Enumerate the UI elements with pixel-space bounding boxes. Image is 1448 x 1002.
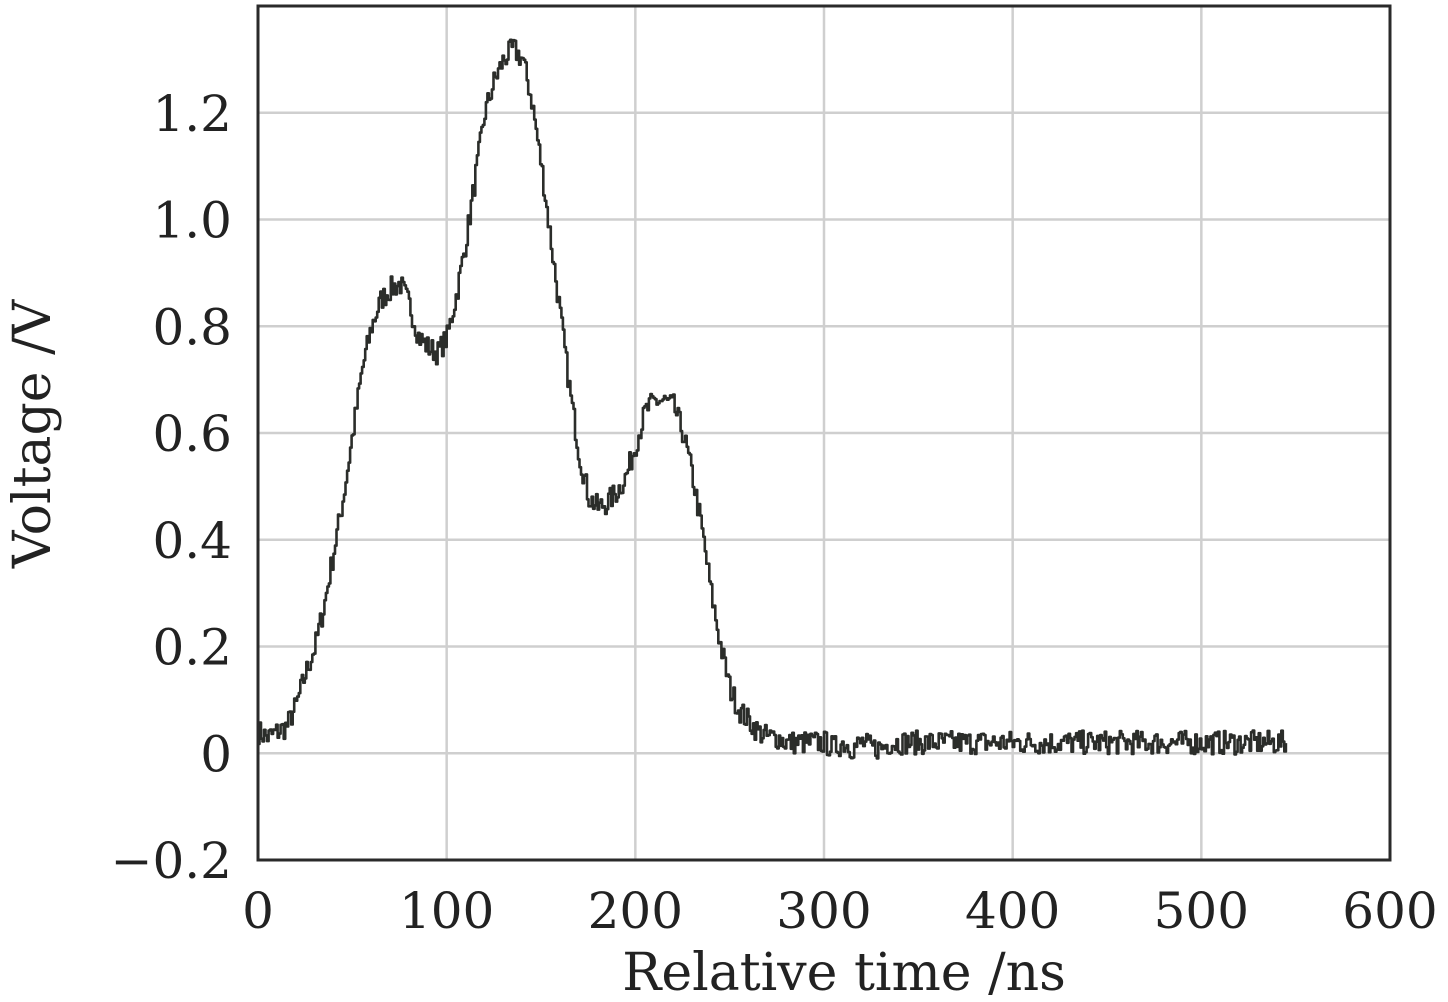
x-tick-label: 600 bbox=[1342, 882, 1437, 940]
grid-lines bbox=[258, 6, 1390, 860]
y-axis-title: Voltage /V bbox=[3, 298, 63, 569]
y-tick-label: −0.2 bbox=[111, 832, 232, 890]
x-axis-title: Relative time /ns bbox=[622, 943, 1066, 1002]
y-tick-label: 0 bbox=[200, 725, 232, 783]
y-tick-label: 0.8 bbox=[152, 298, 232, 356]
y-tick-label: 0.4 bbox=[152, 512, 232, 570]
y-tick-label: 1.2 bbox=[152, 85, 232, 143]
x-tick-label: 300 bbox=[776, 882, 871, 940]
x-tick-label: 0 bbox=[242, 882, 274, 940]
y-tick-label: 0.2 bbox=[152, 619, 232, 677]
x-tick-label: 200 bbox=[588, 882, 683, 940]
y-tick-label: 1.0 bbox=[152, 192, 232, 250]
x-tick-labels: 0 100 200 300 400 500 600 bbox=[242, 882, 1438, 940]
voltage-series-line bbox=[258, 38, 1288, 760]
plot-frame bbox=[256, 4, 1392, 862]
x-tick-label: 100 bbox=[399, 882, 494, 940]
x-tick-label: 500 bbox=[1154, 882, 1249, 940]
y-tick-labels: −0.2 0 0.2 0.4 0.6 0.8 1.0 1.2 bbox=[111, 85, 232, 890]
x-tick-label: 400 bbox=[965, 882, 1060, 940]
y-tick-label: 0.6 bbox=[152, 405, 232, 463]
